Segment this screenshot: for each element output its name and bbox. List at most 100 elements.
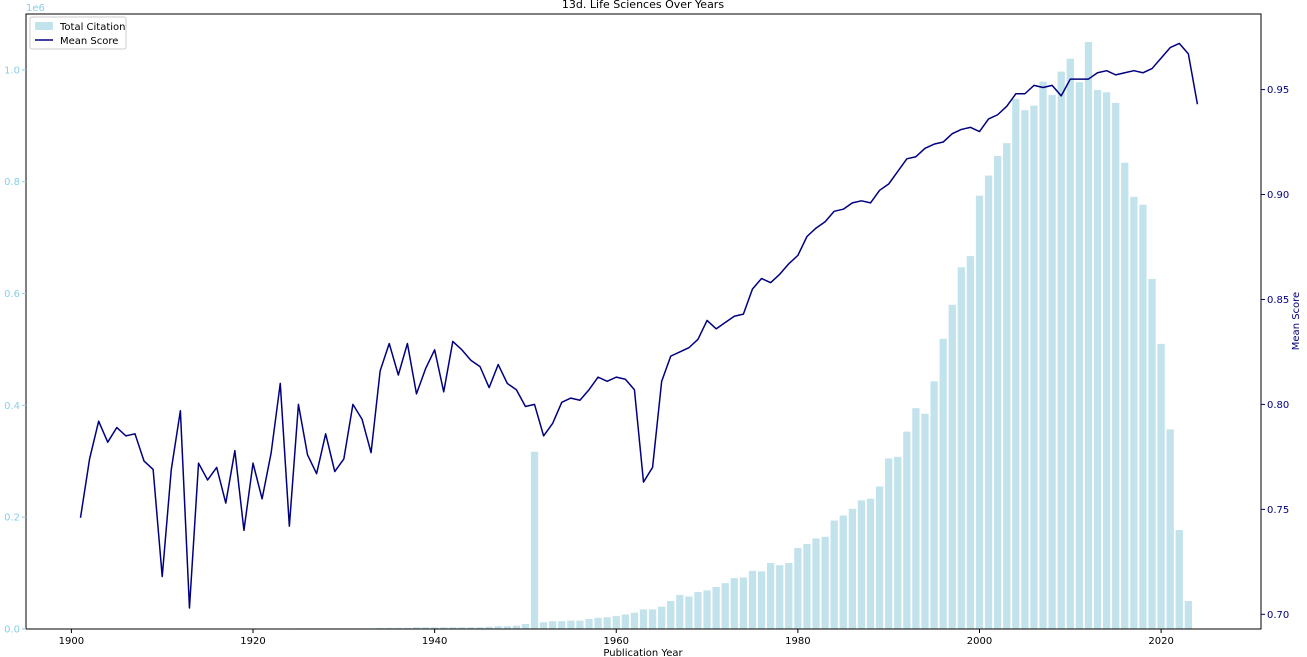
bar-total-citation-1991 bbox=[894, 456, 902, 629]
bar-total-citation-1936 bbox=[394, 627, 402, 629]
x-tick-label-1960: 1960 bbox=[604, 636, 629, 647]
bar-total-citation-1937 bbox=[403, 627, 412, 629]
y-left-tick-label-0.4: 0.4 bbox=[4, 401, 20, 412]
bar-total-citation-1968 bbox=[685, 596, 693, 629]
bar-total-citation-1961 bbox=[621, 614, 629, 629]
bar-total-citation-1981 bbox=[803, 544, 811, 629]
bar-total-citation-2000 bbox=[975, 195, 984, 629]
bar-total-citation-1960 bbox=[612, 616, 620, 629]
legend-swatch-total-citation bbox=[35, 22, 53, 30]
y-axis-left: 0.0 0.2 0.4 0.6 0.8 1.0 bbox=[4, 65, 26, 636]
legend-box bbox=[29, 16, 127, 50]
bar-total-citation-1947 bbox=[494, 626, 502, 629]
y-left-tick-label-0.2: 0.2 bbox=[4, 513, 20, 524]
bar-total-citation-2023 bbox=[1184, 601, 1192, 629]
y-left-tick-label-0.8: 0.8 bbox=[4, 177, 20, 188]
chart-title: 13d. Life Sciences Over Years bbox=[562, 0, 724, 11]
bar-total-citation-1949 bbox=[512, 625, 520, 629]
bar-total-citation-1954 bbox=[558, 621, 566, 629]
bar-total-citation-1986 bbox=[848, 508, 856, 629]
y-right-tick-label-0.75: 0.75 bbox=[1267, 505, 1289, 516]
y-left-tick-label-0: 0.0 bbox=[4, 625, 20, 636]
y-right-tick-label-0.9: 0.90 bbox=[1267, 190, 1289, 201]
bar-total-citation-2017 bbox=[1130, 196, 1138, 629]
bar-total-citation-1976 bbox=[757, 571, 766, 629]
bar-total-citation-2008 bbox=[1048, 95, 1056, 629]
bar-total-citation-1993 bbox=[912, 408, 920, 629]
bar-total-citation-1980 bbox=[794, 547, 802, 629]
bar-total-citation-2003 bbox=[1003, 143, 1011, 629]
bar-total-citation-1982 bbox=[812, 538, 820, 629]
bar-total-citation-1994 bbox=[921, 413, 929, 629]
bar-total-citation-2018 bbox=[1139, 204, 1147, 629]
bar-total-citation-2005 bbox=[1021, 110, 1029, 629]
bar-total-citation-1977 bbox=[767, 563, 775, 629]
bar-total-citation-1988 bbox=[866, 498, 875, 629]
bar-total-citation-2022 bbox=[1175, 530, 1183, 629]
y-right-tick-label-0.7: 0.70 bbox=[1267, 610, 1289, 621]
bar-total-citation-2002 bbox=[994, 156, 1002, 629]
bar-total-citation-2001 bbox=[984, 175, 993, 629]
bar-total-citation-2011 bbox=[1075, 82, 1084, 629]
bar-total-citation-2020 bbox=[1157, 343, 1165, 629]
x-tick-label-1920: 1920 bbox=[240, 636, 265, 647]
bar-total-citation-1946 bbox=[485, 626, 493, 629]
bar-total-citation-2014 bbox=[1102, 92, 1111, 629]
bar-total-citation-1979 bbox=[785, 563, 793, 629]
bar-total-citation-2010 bbox=[1066, 58, 1074, 630]
y-right-tick-label-0.8: 0.80 bbox=[1267, 400, 1289, 411]
bar-total-citation-2006 bbox=[1030, 105, 1038, 629]
legend-label-mean-score: Mean Score bbox=[60, 36, 118, 47]
bar-total-citation-1973 bbox=[730, 578, 738, 629]
bar-total-citation-1959 bbox=[603, 617, 611, 629]
bar-total-citation-2016 bbox=[1121, 162, 1129, 629]
bar-total-citation-1958 bbox=[594, 617, 602, 629]
plot-frame bbox=[25, 13, 1262, 630]
bar-total-citation-1999 bbox=[966, 256, 975, 629]
bar-total-citation-1964 bbox=[648, 609, 657, 629]
bar-total-citation-1957 bbox=[585, 618, 593, 629]
bar-total-citation-1972 bbox=[721, 583, 729, 629]
bar-total-citation-1962 bbox=[630, 612, 639, 629]
y-left-tick-label-1: 1.0 bbox=[4, 65, 20, 76]
line-mean-score bbox=[79, 42, 1199, 609]
bar-total-citation-1966 bbox=[667, 601, 675, 629]
bar-total-citation-1997 bbox=[948, 304, 956, 629]
bar-total-citation-2004 bbox=[1012, 98, 1020, 630]
y-left-tick-label-0.6: 0.6 bbox=[4, 289, 20, 300]
bar-total-citation-1989 bbox=[875, 486, 884, 629]
y-axis-left-multiplier: 1e6 bbox=[26, 3, 45, 14]
line-layer bbox=[79, 42, 1199, 609]
bar-total-citation-1963 bbox=[639, 609, 648, 629]
legend-label-total-citation: Total Citation bbox=[59, 22, 126, 33]
bar-total-citation-1956 bbox=[576, 620, 584, 629]
bars-layer bbox=[294, 41, 1192, 630]
bar-total-citation-1940 bbox=[431, 627, 439, 629]
x-tick-label-1900: 1900 bbox=[59, 636, 84, 647]
bar-total-citation-1941 bbox=[440, 627, 448, 629]
bar-total-citation-1990 bbox=[885, 458, 893, 629]
bar-total-citation-2015 bbox=[1112, 102, 1120, 629]
bar-total-citation-1967 bbox=[676, 594, 684, 629]
bar-total-citation-1944 bbox=[467, 627, 475, 629]
bar-total-citation-1983 bbox=[821, 536, 829, 629]
bar-total-citation-2013 bbox=[1093, 90, 1102, 630]
bar-total-citation-1970 bbox=[703, 590, 711, 629]
bar-total-citation-1938 bbox=[412, 627, 421, 629]
bar-total-citation-2007 bbox=[1039, 81, 1047, 629]
bar-total-citation-2021 bbox=[1166, 429, 1174, 629]
bar-total-citation-1934 bbox=[376, 627, 384, 629]
bar-total-citation-1950 bbox=[521, 623, 530, 629]
bar-total-citation-1952 bbox=[539, 622, 548, 629]
bar-total-citation-2019 bbox=[1148, 279, 1156, 629]
x-tick-label-1940: 1940 bbox=[422, 636, 447, 647]
bar-total-citation-1951 bbox=[530, 451, 539, 629]
bar-total-citation-1974 bbox=[739, 577, 748, 629]
bar-total-citation-1996 bbox=[939, 338, 947, 629]
x-tick-label-2020: 2020 bbox=[1148, 636, 1173, 647]
bar-total-citation-1942 bbox=[449, 627, 457, 629]
bar-total-citation-1939 bbox=[421, 627, 430, 629]
y-right-tick-label-0.95: 0.95 bbox=[1267, 85, 1289, 96]
x-axis-label: Publication Year bbox=[603, 648, 683, 657]
